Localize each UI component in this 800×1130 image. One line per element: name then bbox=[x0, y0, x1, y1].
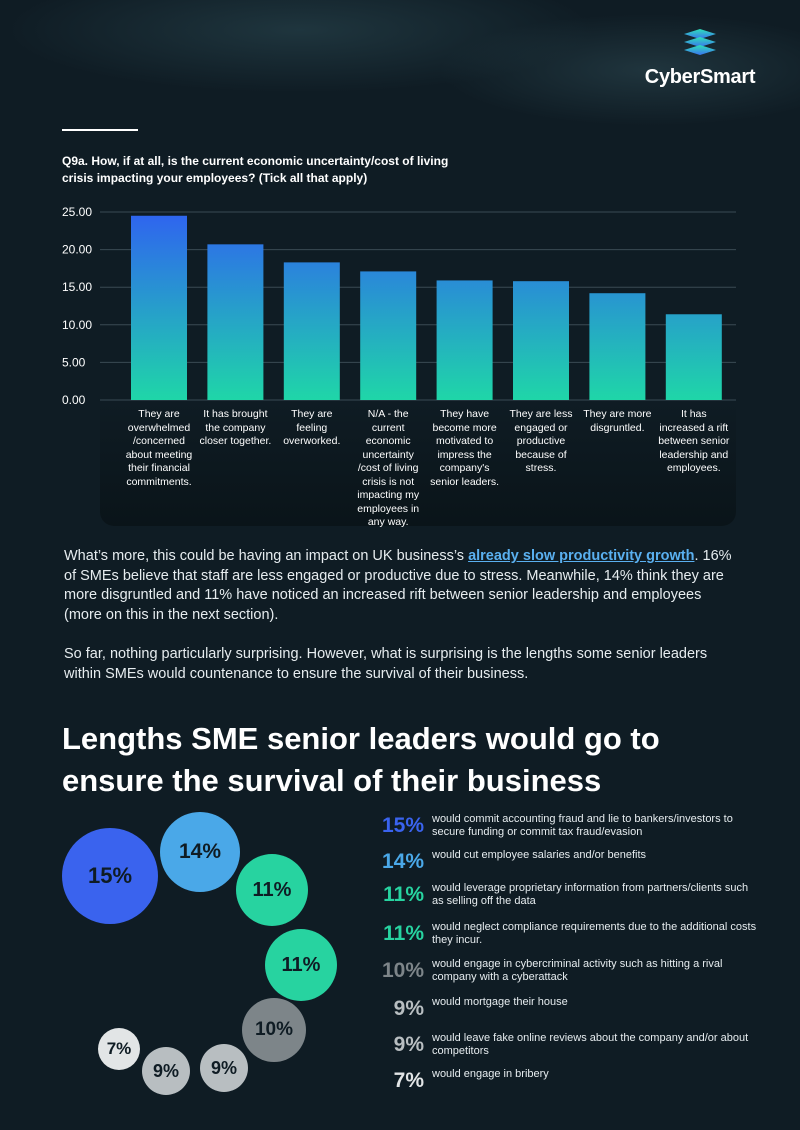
stat-description: would commit accounting fraud and lie to… bbox=[432, 813, 733, 838]
paragraph-productivity: What’s more, this could be having an imp… bbox=[64, 547, 736, 625]
bubble-6: 9% bbox=[142, 1047, 190, 1095]
stat-row: 11% would leverage proprietary informatio… bbox=[370, 881, 760, 913]
stat-percentage: 9% bbox=[393, 1033, 424, 1056]
y-tick-label: 20.00 bbox=[62, 243, 92, 257]
x-category-label: They are overwhelmed /concerned about me… bbox=[125, 408, 193, 488]
stat-description: would engage in bribery bbox=[432, 1068, 549, 1080]
stat-percentage: 11% bbox=[383, 883, 424, 906]
bubble-7: 9% bbox=[200, 1044, 248, 1092]
brand-name: CyberSmart bbox=[644, 66, 756, 88]
paragraph-text: So far, nothing particularly surprising.… bbox=[64, 646, 708, 682]
stacked-layers-icon bbox=[684, 29, 716, 55]
stat-description: would cut employee salaries and/or benef… bbox=[432, 849, 647, 861]
stat-percentage: 7% bbox=[393, 1069, 424, 1092]
stat-row: 9% would leave fake online reviews about … bbox=[370, 1031, 760, 1063]
chart-label-panel bbox=[100, 400, 736, 526]
stat-description: would engage in cybercriminal activity s… bbox=[432, 958, 723, 983]
section-divider bbox=[62, 129, 138, 131]
y-tick-label: 5.00 bbox=[62, 355, 86, 369]
bubble-2: 14% bbox=[160, 812, 240, 892]
stat-percentage: 10% bbox=[381, 959, 424, 982]
bar-5 bbox=[436, 280, 493, 400]
productivity-link[interactable]: already slow productivity growth bbox=[468, 548, 695, 564]
stat-description: would leverage proprietary information f… bbox=[432, 882, 749, 907]
x-category-label: N/A - the current economic uncertainty /… bbox=[357, 408, 420, 528]
stat-row: 9% would mortgage their house bbox=[370, 995, 760, 1027]
stat-description: would leave fake online reviews about th… bbox=[432, 1032, 749, 1057]
x-category-label: They are less engaged or productive beca… bbox=[509, 408, 573, 474]
stat-row: 14% would cut employee salaries and/or be… bbox=[370, 848, 760, 880]
bar-7 bbox=[589, 293, 646, 400]
bar-chart: 0.00 5.00 10.00 15.00 20.00 25.00 bbox=[62, 205, 736, 407]
x-category-label: They have become more motivated to impre… bbox=[430, 408, 500, 488]
paragraph-text-start: What’s more, this could be having an imp… bbox=[64, 548, 469, 564]
stat-row: 7% would engage in bribery bbox=[370, 1067, 760, 1099]
y-tick-label: 15.00 bbox=[62, 280, 92, 294]
stat-percentage: 14% bbox=[381, 850, 424, 873]
stat-row: 15% would commit accounting fraud and lie… bbox=[370, 812, 760, 844]
bubble-5: 10% bbox=[242, 998, 306, 1062]
x-category-label: It has increased a rift between senior l… bbox=[658, 408, 730, 474]
bar-8 bbox=[665, 314, 722, 400]
x-category-label: It has brought the company closer togeth… bbox=[199, 408, 272, 447]
header-background-wave bbox=[0, 0, 800, 140]
bar-4 bbox=[360, 271, 417, 400]
stat-percentage: 11% bbox=[383, 922, 424, 945]
bubble-3: 11% bbox=[236, 854, 308, 926]
bar-3 bbox=[283, 262, 340, 400]
section-heading: Lengths SME senior leaders would go to e… bbox=[62, 721, 660, 798]
bar-2 bbox=[207, 244, 264, 400]
stat-percentage: 15% bbox=[381, 814, 424, 837]
x-category-label: They are more disgruntled. bbox=[583, 408, 652, 434]
y-tick-label: 10.00 bbox=[62, 318, 92, 332]
bar-6 bbox=[513, 281, 569, 400]
y-tick-label: 0.00 bbox=[62, 393, 86, 407]
x-category-label: They are feeling overworked. bbox=[283, 408, 341, 447]
stat-description: would mortgage their house bbox=[432, 996, 568, 1008]
y-tick-label: 25.00 bbox=[62, 205, 92, 219]
bar-1 bbox=[131, 215, 187, 400]
paragraph-surprising: So far, nothing particularly surprising.… bbox=[64, 645, 736, 684]
survey-question: Q9a. How, if at all, is the current econ… bbox=[62, 154, 449, 185]
bubble-8: 7% bbox=[98, 1028, 140, 1070]
brand-logo: CyberSmart bbox=[644, 28, 756, 89]
stat-description: would neglect compliance requirements du… bbox=[432, 921, 757, 946]
stat-row: 10% would engage in cybercriminal activit… bbox=[370, 957, 760, 989]
stat-row: 11% would neglect compliance requirements… bbox=[370, 920, 760, 952]
bubble-1: 15% bbox=[62, 828, 158, 924]
stat-percentage: 9% bbox=[393, 997, 424, 1020]
bubble-4: 11% bbox=[265, 929, 337, 1001]
paragraph-text-end: . 16% of SMEs believe that staff are les… bbox=[64, 548, 732, 623]
